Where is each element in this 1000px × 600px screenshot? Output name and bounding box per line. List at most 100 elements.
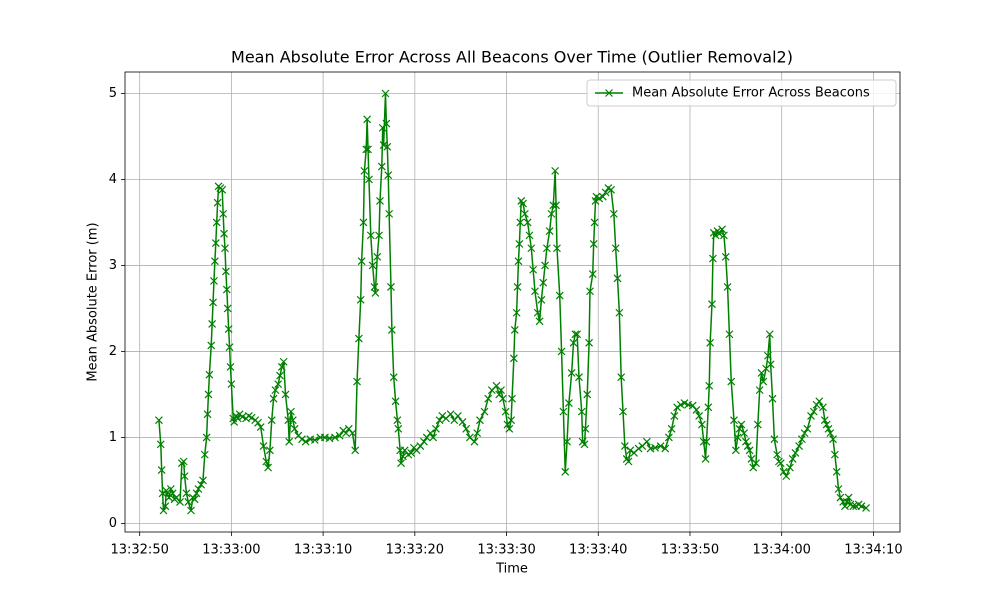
marker [768,394,777,403]
marker [588,270,597,278]
marker [733,433,742,442]
marker [222,285,231,294]
marker [211,239,220,248]
y-tick-label: 4 [109,172,117,187]
marker [218,185,227,194]
marker [607,185,616,194]
marker [755,386,764,395]
marker [730,416,738,425]
marker [157,466,166,475]
marker [564,399,573,407]
marker [834,485,843,493]
marker [795,442,804,450]
x-tick-label: 13:33:50 [661,543,719,558]
marker [360,166,369,175]
marker [281,390,290,399]
marker [210,257,219,266]
marker [219,209,228,218]
marker [359,218,368,227]
marker [715,229,724,238]
marker [539,278,548,287]
marker [298,435,306,444]
marker [365,175,373,184]
marker [357,257,366,266]
marker [342,429,350,438]
marker [567,369,576,377]
marker [766,360,775,369]
marker [529,265,538,274]
x-tick-label: 13:34:10 [844,543,902,558]
marker [531,287,539,296]
marker [221,244,229,253]
marker [373,252,382,261]
marker [634,444,643,453]
marker [200,450,209,459]
marker [573,330,582,339]
x-tick-label: 13:33:00 [202,543,260,558]
chart-title: Mean Absolute Error Across All Beacons O… [231,48,793,67]
marker [354,334,363,343]
marker [288,416,297,425]
marker [551,166,560,175]
marker [841,502,849,511]
marker [158,489,167,498]
marker [820,416,829,425]
marker [759,377,768,386]
marker [590,218,599,227]
marker [836,493,845,502]
marker [204,390,213,399]
marker [725,330,734,339]
marker [407,448,416,457]
marker [509,354,518,363]
marker [398,452,407,461]
marker [377,162,386,171]
marker [353,377,361,386]
marker [484,394,493,403]
y-tick-label: 0 [109,516,117,531]
marker [849,502,858,511]
marker [187,506,195,515]
markers [155,89,870,515]
marker [559,407,568,416]
marker [207,341,216,350]
marker [208,320,217,328]
marker [476,416,484,425]
marker [285,437,294,446]
marker [197,480,206,489]
marker [670,412,679,420]
marker [363,115,372,124]
y-tick-label: 2 [109,344,117,359]
marker [844,493,853,502]
marker [773,450,782,459]
marker [776,459,785,468]
marker [786,463,794,472]
marker [375,231,383,240]
marker [508,394,516,403]
y-tick-label: 3 [109,258,117,273]
plot-frame [124,71,901,533]
marker [557,347,566,356]
marker [190,495,199,504]
marker [520,209,529,218]
marker [205,370,214,379]
marker [429,433,438,442]
x-tick-label: 13:32:50 [110,543,168,558]
marker [664,433,673,442]
marker [609,209,618,218]
marker [382,119,391,128]
marker [580,440,589,449]
marker [749,463,758,472]
marker [815,397,824,406]
marker [274,380,283,389]
marker [166,485,175,493]
marker [287,407,295,416]
marker [745,446,754,455]
marker [480,407,489,416]
marker [202,433,211,442]
marker [605,89,613,97]
marker [624,457,633,466]
marker [426,429,435,438]
marker [391,397,400,406]
marker [259,442,268,450]
